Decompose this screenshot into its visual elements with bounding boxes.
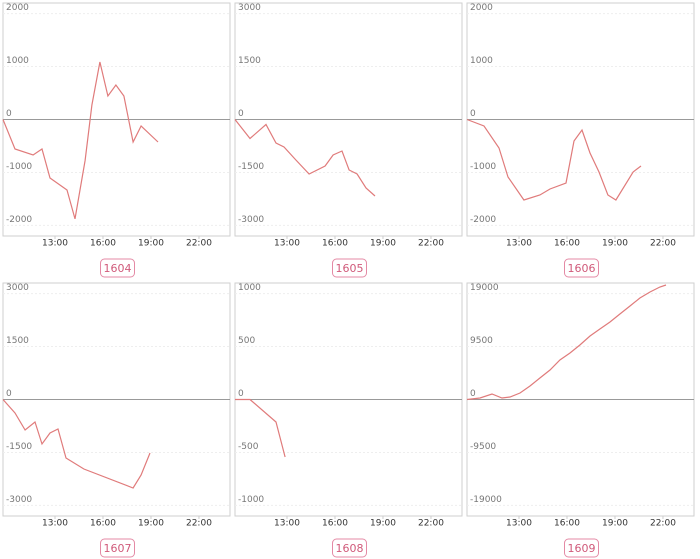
contract-label[interactable]: 1607	[104, 542, 132, 555]
x-tick-label: 16:00	[554, 239, 580, 249]
x-tick-label: 19:00	[602, 239, 628, 249]
contract-button[interactable]	[332, 258, 367, 278]
y-tick-label: -1500	[6, 442, 32, 452]
y-tick-label: -1000	[470, 162, 496, 172]
y-tick-label: 9500	[470, 336, 493, 346]
y-tick-label: 3000	[238, 3, 261, 13]
y-tick-label: -2000	[470, 215, 496, 225]
x-tick-label: 19:00	[138, 239, 164, 249]
y-tick-label: 1000	[6, 56, 29, 66]
y-tick-label: 1500	[6, 336, 29, 346]
y-tick-label: -2000	[6, 215, 32, 225]
x-tick-label: 16:00	[322, 239, 348, 249]
y-tick-label: -9500	[470, 442, 496, 452]
x-tick-label: 13:00	[506, 239, 532, 249]
x-tick-label: 19:00	[602, 519, 628, 529]
x-tick-label: 19:00	[138, 519, 164, 529]
y-tick-label: -500	[238, 442, 259, 452]
y-tick-label: 0	[6, 389, 12, 399]
contract-button[interactable]	[332, 538, 367, 558]
y-tick-label: 19000	[470, 283, 499, 293]
y-tick-label: 0	[470, 109, 476, 119]
series-line	[2, 399, 151, 489]
contract-button[interactable]	[564, 538, 599, 558]
y-tick-label: 0	[470, 389, 476, 399]
x-tick-label: 22:00	[186, 519, 212, 529]
contract-button[interactable]	[100, 258, 135, 278]
x-tick-label: 13:00	[274, 239, 300, 249]
series-line	[235, 398, 286, 458]
contract-label[interactable]: 1608	[336, 542, 364, 555]
x-tick-label: 19:00	[370, 239, 396, 249]
y-tick-label: 0	[238, 389, 244, 399]
contract-label[interactable]: 1606	[568, 262, 596, 275]
x-tick-label: 13:00	[42, 519, 68, 529]
x-tick-label: 19:00	[370, 519, 396, 529]
contract-button[interactable]	[100, 538, 135, 558]
y-tick-label: -3000	[6, 495, 32, 505]
y-tick-label: -3000	[238, 215, 264, 225]
y-tick-label: 0	[238, 109, 244, 119]
x-tick-label: 16:00	[90, 239, 116, 249]
contract-label[interactable]: 1609	[568, 542, 596, 555]
y-tick-label: 1500	[238, 56, 261, 66]
x-tick-label: 16:00	[554, 519, 580, 529]
contract-button[interactable]	[564, 258, 599, 278]
y-tick-label: 3000	[6, 283, 29, 293]
x-tick-label: 16:00	[90, 519, 116, 529]
x-tick-label: 22:00	[418, 239, 444, 249]
series-line	[234, 119, 376, 197]
y-tick-label: -19000	[470, 495, 502, 505]
x-tick-label: 22:00	[650, 519, 676, 529]
x-tick-label: 13:00	[42, 239, 68, 249]
y-tick-label: -1000	[6, 162, 32, 172]
x-tick-label: 16:00	[322, 519, 348, 529]
series-line	[2, 61, 159, 220]
y-tick-label: 2000	[470, 3, 493, 13]
y-tick-label: 2000	[6, 3, 29, 13]
series-line	[466, 284, 667, 401]
x-tick-label: 13:00	[506, 519, 532, 529]
y-tick-label: -1000	[238, 495, 264, 505]
y-tick-label: -1500	[238, 162, 264, 172]
x-tick-label: 22:00	[650, 239, 676, 249]
x-tick-label: 22:00	[418, 519, 444, 529]
y-tick-label: 0	[6, 109, 12, 119]
y-tick-label: 1000	[470, 56, 493, 66]
x-tick-label: 13:00	[274, 519, 300, 529]
x-tick-label: 22:00	[186, 239, 212, 249]
y-tick-label: 500	[238, 336, 255, 346]
contract-label[interactable]: 1605	[336, 262, 364, 275]
contract-label[interactable]: 1604	[104, 262, 132, 275]
y-tick-label: 1000	[238, 283, 261, 293]
series-line	[466, 118, 642, 201]
